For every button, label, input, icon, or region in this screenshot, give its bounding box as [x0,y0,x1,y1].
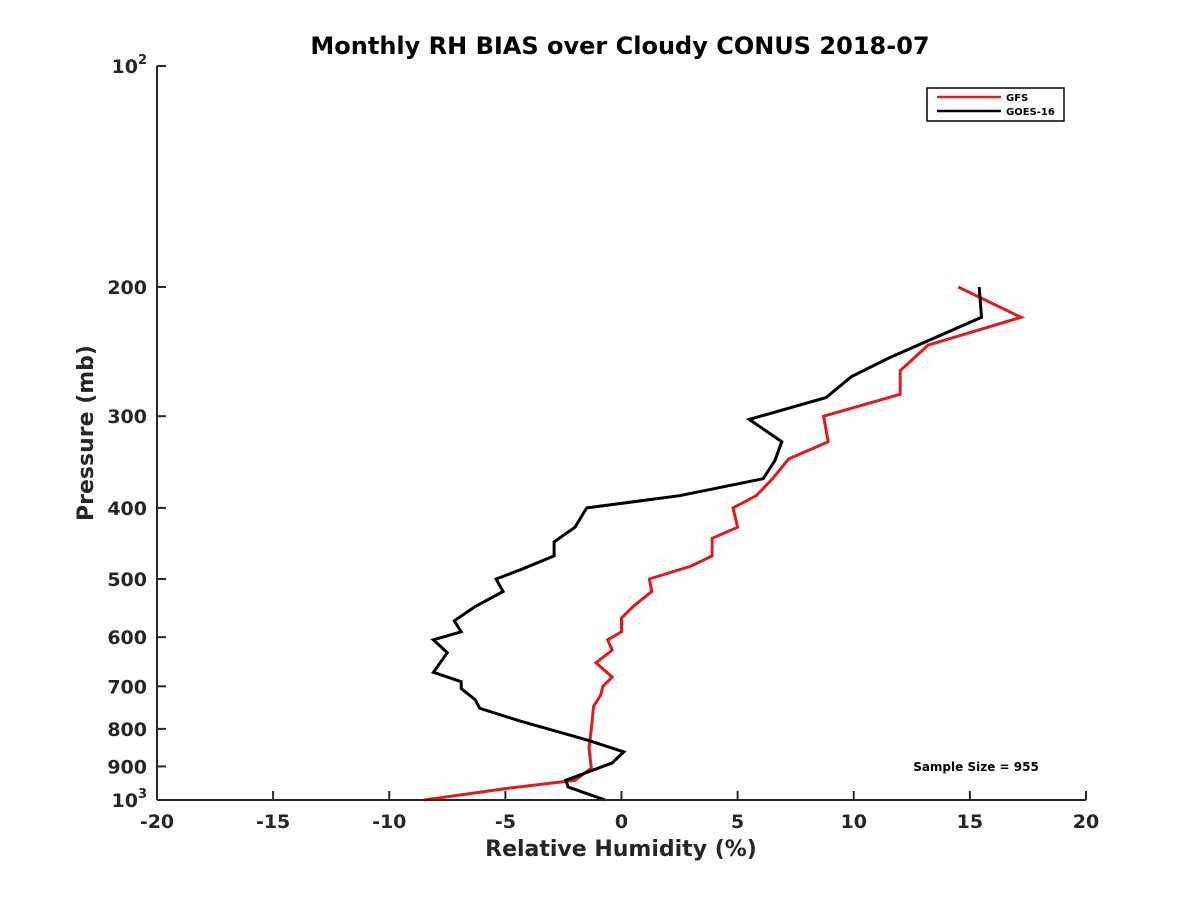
sample-size-annotation: Sample Size = 955 [913,760,1039,774]
series-line-gfs [423,285,1026,802]
y-axis-ticks: 102 200 300 400 500 600 700 800 900 103 [107,53,166,812]
x-axis-label: Relative Humidity (%) [485,837,757,862]
y-tick-label: 600 [107,627,147,649]
x-tick-label: -5 [495,811,516,833]
legend-box [926,87,1065,122]
y-tick-label: 300 [107,406,147,428]
x-tick-label: 20 [1073,811,1099,833]
legend: GFS GOES-16 [926,87,1065,122]
y-tick-label: 400 [107,498,147,520]
x-tick-label: 0 [615,811,628,833]
x-tick-label: 15 [957,811,983,833]
x-axis-ticks: -20 -15 -10 -5 0 5 10 15 20 [140,791,1099,833]
y-tick-label: 200 [107,277,147,299]
x-tick-label: 5 [731,811,744,833]
y-tick-label: 700 [107,676,147,698]
legend-label-goes16: GOES-16 [1006,107,1055,118]
x-tick-label: -20 [140,811,174,833]
x-tick-label: -10 [372,811,406,833]
chart-title: Monthly RH BIAS over Cloudy CONUS 2018-0… [310,32,929,60]
y-tick-label: 102 [112,53,148,78]
x-tick-label: 10 [841,811,867,833]
plot-area [423,285,1026,802]
y-tick-label: 900 [107,756,147,778]
y-tick-label: 500 [107,569,147,591]
y-tick-label: 103 [112,787,148,812]
x-tick-label: -15 [256,811,290,833]
series-line-goes16 [430,286,984,802]
y-axis-label: Pressure (mb) [74,345,99,521]
legend-label-gfs: GFS [1006,93,1028,104]
y-tick-label: 800 [107,719,147,741]
